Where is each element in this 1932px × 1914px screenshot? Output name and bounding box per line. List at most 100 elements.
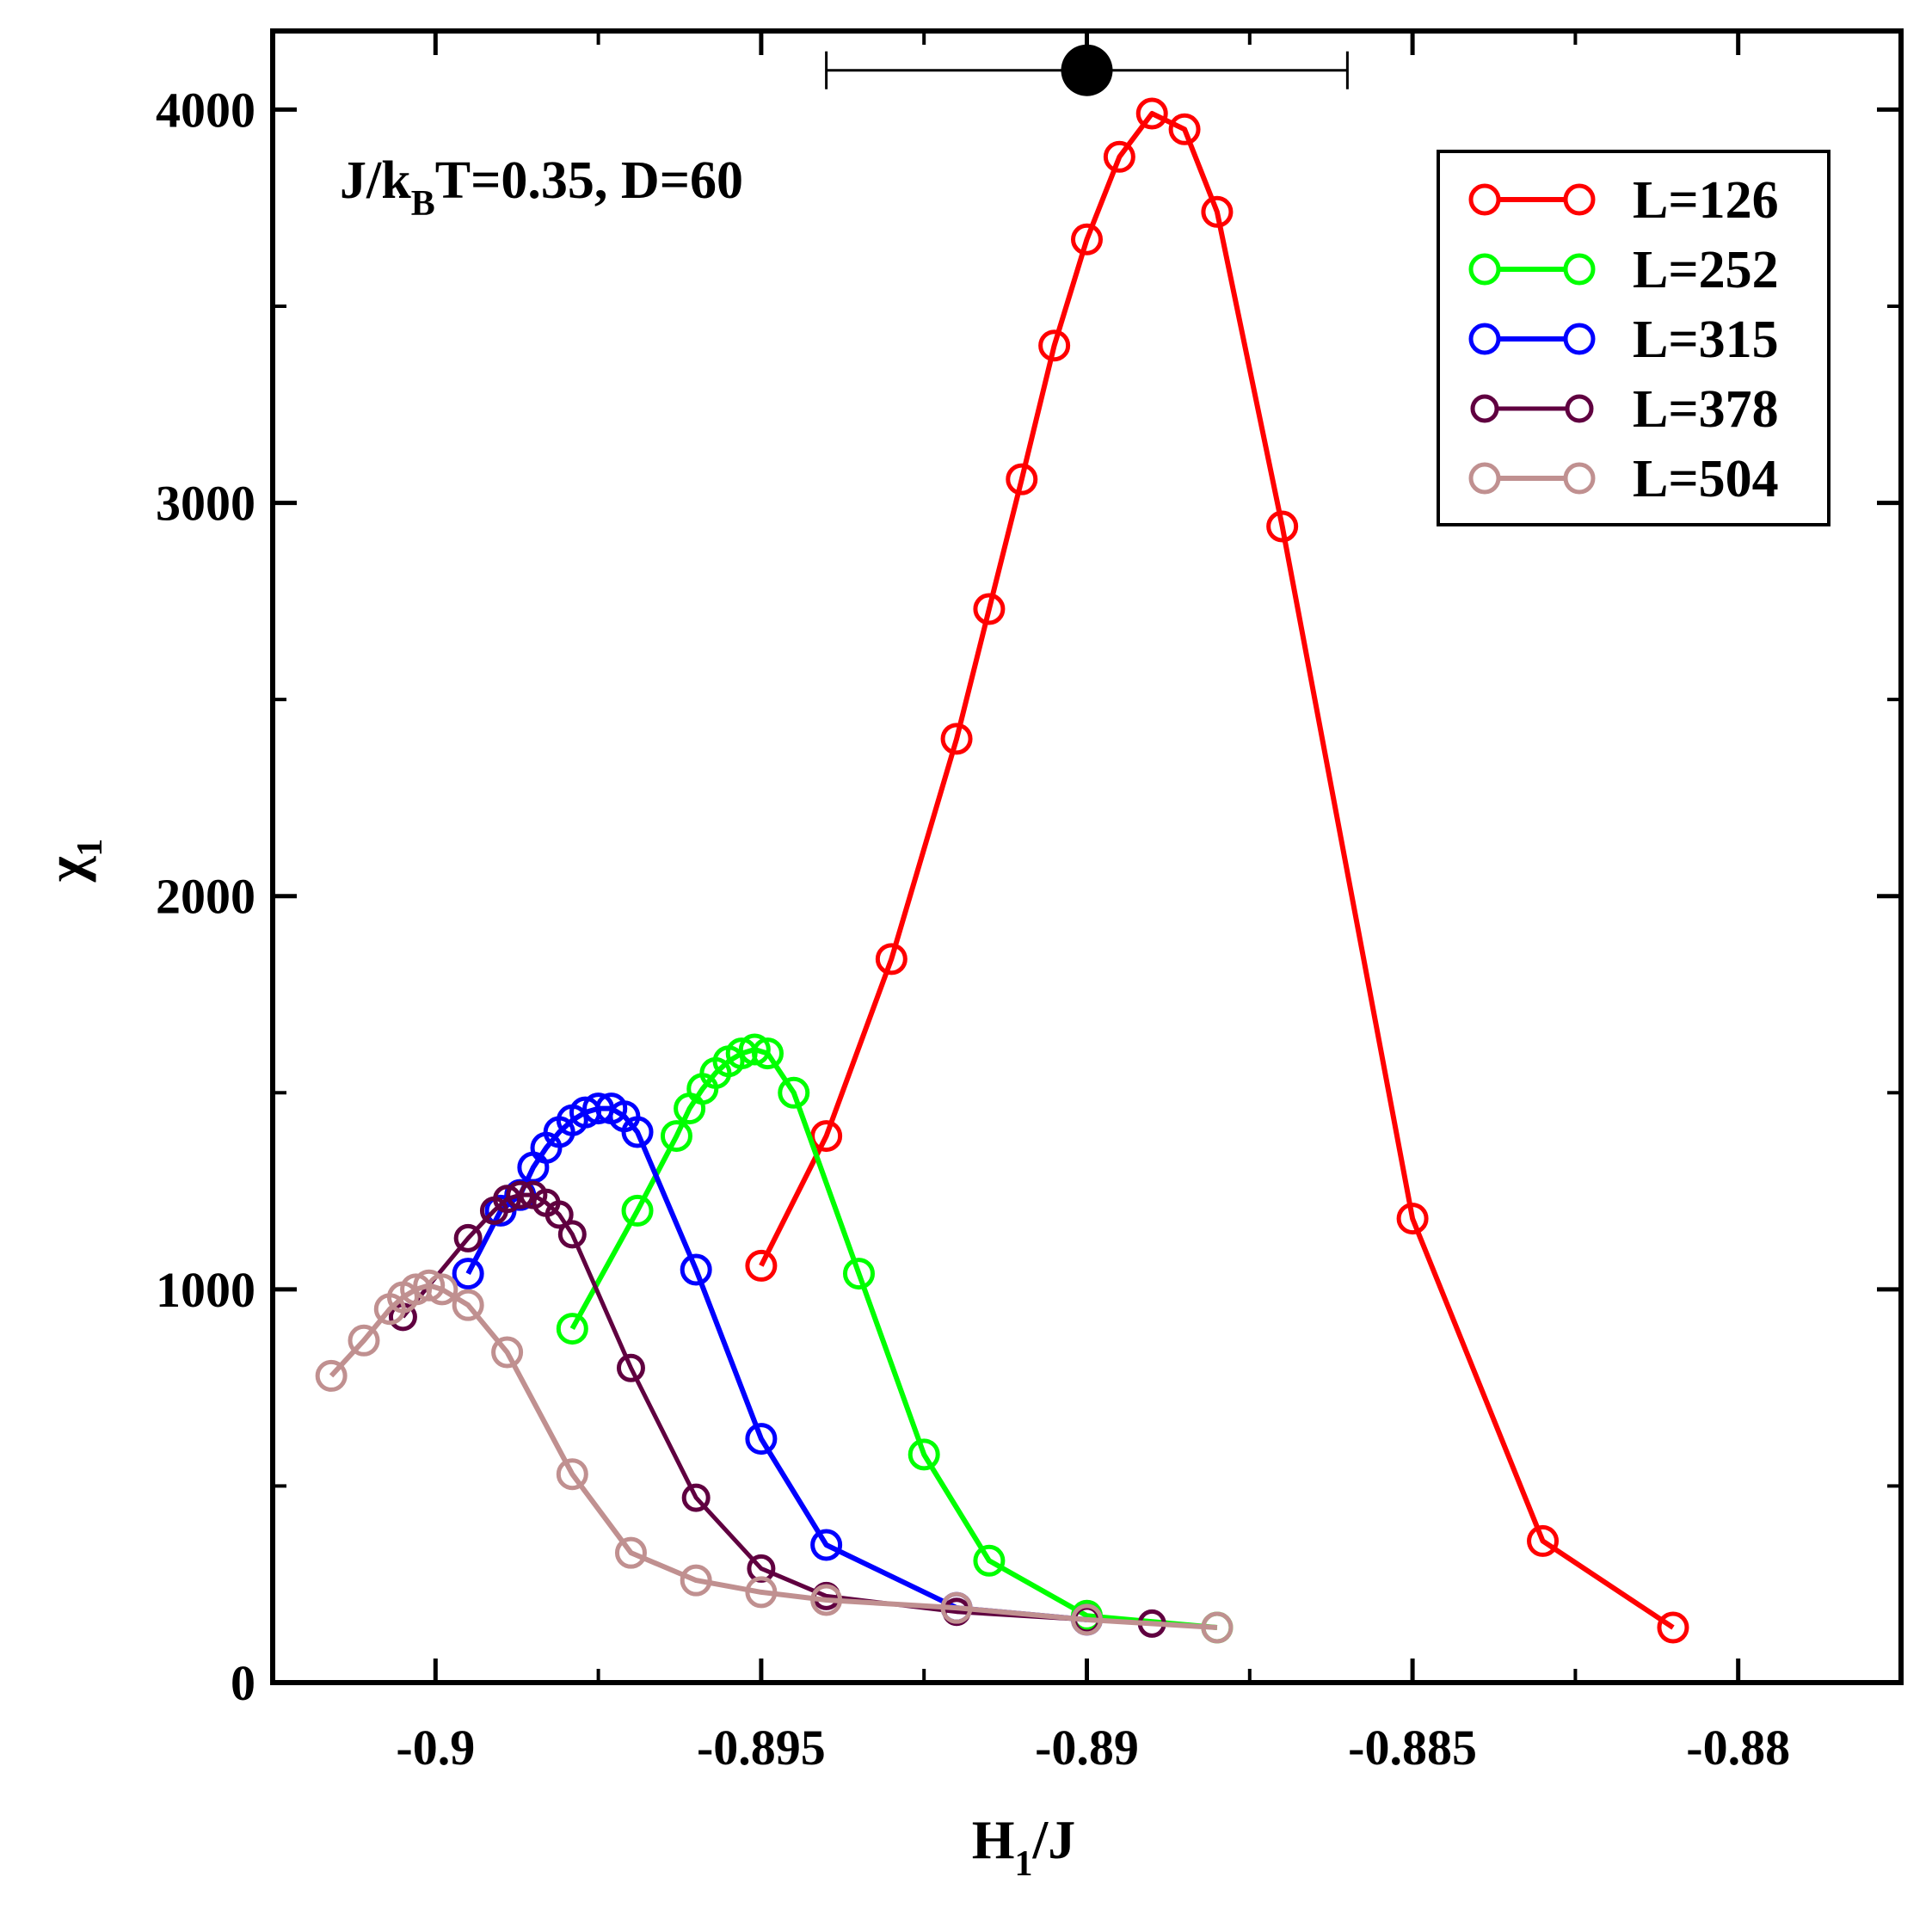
annotation: J/kBT=0.35, D=60 [340,151,743,224]
axis-ticks: -0.9 -0.895 -0.89 -0.885 -0.88 0 1000 2000 3000 4… [156,31,1903,1776]
data-point [556,1313,588,1345]
data-point [557,1220,587,1249]
legend-marker [1468,323,1501,355]
data-point [1527,1524,1560,1557]
data-point [875,943,908,975]
legend-marker [1563,183,1596,216]
legend-marker [1565,394,1594,423]
data-point [1396,1203,1429,1235]
errorbar-layer [825,44,1349,96]
x-axis-title: H1/J [972,1809,1076,1884]
data-point [681,1483,711,1512]
data-point [745,1423,778,1456]
x-tick-label: -0.89 [1035,1720,1139,1776]
data-point [810,1584,843,1616]
series-L=126 [745,97,1689,1644]
data-point [1201,1611,1234,1644]
legend-items: L=126 L=252 L=315 L=378 L=504 [1468,171,1779,508]
series-layer [315,97,1689,1644]
series-L=378 [388,1180,1166,1638]
legend: L=126 L=252 L=315 L=378 L=504 [1437,150,1830,526]
data-point [493,1185,522,1214]
data-point [315,1359,348,1392]
legend-item-L=252: L=252 [1468,241,1779,299]
data-point [842,1258,875,1290]
data-point [810,1120,843,1153]
legend-label: L=504 [1633,450,1779,508]
series-L=315 [452,1092,1103,1636]
data-point [506,1180,535,1209]
y-tick-label: 3000 [156,476,255,532]
y-axis-title: χ1 [35,839,110,883]
data-point [747,1554,776,1583]
legend-label: L=315 [1633,311,1779,369]
data-point [751,1037,784,1070]
data-point [621,1116,654,1148]
data-point [348,1324,380,1357]
data-point [1071,223,1103,255]
x-tick-label: -0.88 [1686,1720,1790,1776]
data-point [614,1536,647,1569]
data-point [621,1194,654,1227]
data-point [973,593,1006,625]
data-point [1657,1611,1689,1644]
y-tick-label: 2000 [156,869,255,925]
data-point [453,1223,483,1252]
data-point [452,1289,484,1321]
data-point [810,1529,843,1561]
data-point [778,1076,810,1109]
data-point [616,1353,645,1382]
legend-marker [1468,462,1501,495]
data-point [660,1120,692,1153]
data-point [940,723,973,755]
data-point [426,1273,458,1306]
data-point [1201,195,1234,228]
legend-label: L=378 [1633,380,1779,439]
data-point [1038,329,1071,362]
data-point [556,1458,588,1491]
data-point [680,1564,712,1597]
data-point [680,1253,712,1286]
data-point [745,1576,778,1609]
legend-marker [1563,462,1596,495]
legend-marker [1470,394,1499,423]
errorbar-point [1061,44,1113,96]
legend-item-L=378: L=378 [1470,380,1779,439]
series-line [569,1047,1218,1630]
data-point [940,1591,973,1624]
x-tick-label: -0.885 [1348,1720,1477,1776]
data-point [908,1438,940,1471]
data-point [1071,1603,1103,1636]
data-point [745,1249,778,1282]
y-tick-label: 0 [231,1655,255,1711]
legend-item-L=504: L=504 [1468,450,1779,508]
x-tick-label: -0.9 [396,1720,475,1776]
data-point [545,1200,574,1229]
data-point [1168,113,1201,145]
data-point [452,1258,484,1290]
legend-label: L=252 [1633,241,1779,299]
data-point [1006,463,1038,495]
y-tick-label: 4000 [156,82,255,138]
legend-marker [1468,183,1501,216]
legend-marker [1563,253,1596,286]
data-point [491,1336,524,1369]
series-L=252 [556,1033,1234,1644]
series-line [401,1192,1153,1626]
data-point [738,1033,771,1066]
legend-label: L=126 [1633,171,1779,230]
series-L=504 [315,1269,1234,1644]
data-point [413,1269,446,1302]
legend-marker [1563,323,1596,355]
series-line [759,111,1675,1630]
data-point [1135,97,1168,130]
x-tick-label: -0.895 [697,1720,826,1776]
series-line [465,1105,1087,1622]
data-point [1103,140,1135,173]
legend-item-L=315: L=315 [1468,311,1779,369]
legend-item-L=126: L=126 [1468,171,1779,230]
data-point [973,1544,1006,1577]
y-tick-label: 1000 [156,1262,255,1318]
legend-marker [1468,253,1501,286]
